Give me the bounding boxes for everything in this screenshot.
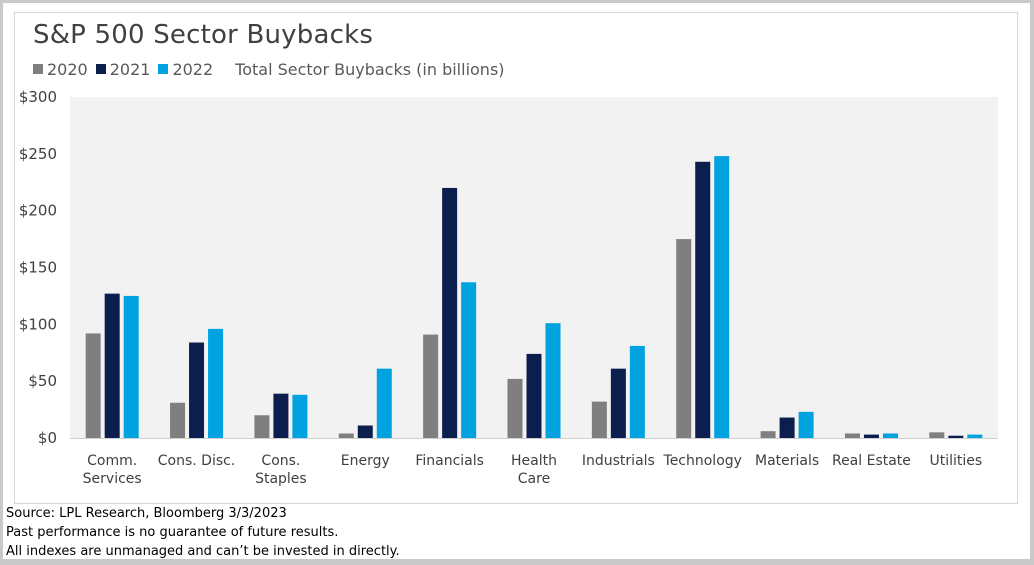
bar-2022 [714, 156, 730, 438]
bar-2020 [85, 333, 101, 438]
y-tick-label: $150 [19, 259, 57, 277]
bar-2021 [273, 393, 289, 438]
bar-2021 [104, 293, 120, 438]
bar-2022 [461, 282, 477, 438]
bar-2022 [798, 411, 814, 438]
bar-2022 [545, 323, 561, 438]
x-tick-label: Materials [755, 453, 819, 469]
x-tick-label: Financials [415, 453, 484, 469]
bar-2021 [863, 434, 879, 438]
x-tick-label: Cons. Disc. [158, 453, 236, 469]
y-tick-label: $250 [19, 145, 57, 163]
bar-2021 [526, 353, 542, 438]
bar-2020 [844, 433, 860, 438]
bar-2020 [338, 433, 354, 438]
bar-2020 [760, 431, 776, 438]
source-note: Source: LPL Research, Bloomberg 3/3/2023 [6, 506, 287, 521]
y-tick-label: $100 [19, 315, 57, 333]
chart-subtitle: Total Sector Buybacks (in billions) [235, 59, 505, 79]
bar-2021 [779, 417, 795, 438]
x-tick-label: Energy [341, 453, 390, 469]
bar-2022 [967, 434, 983, 438]
x-tick-label: Comm. Services [83, 453, 142, 487]
y-tick-label: $200 [19, 202, 57, 220]
x-tick-label: Technology [663, 453, 742, 469]
bar-2020 [591, 401, 607, 438]
disclaimer-note: Past performance is no guarantee of futu… [6, 525, 339, 540]
bar-2022 [123, 295, 139, 438]
y-tick-label: $300 [19, 88, 57, 106]
legend-label-2020: 2020 [47, 59, 88, 79]
legend-label-2021: 2021 [109, 59, 151, 79]
bar-2022 [376, 368, 392, 438]
bar-2021 [695, 161, 711, 439]
legend: 2020 2021 2022 Total Sector Buybacks (in… [33, 59, 505, 79]
legend-item-2022: 2022 [158, 60, 213, 79]
bar-chart: $0 $50 $100 $150 $200 $250 $300 Comm. Services Co… [19, 88, 998, 487]
bar-2020 [170, 402, 186, 438]
footnotes: Source: LPL Research, Bloomberg 3/3/2023… [6, 504, 400, 561]
bar-2020 [507, 378, 523, 438]
x-tick-label: Cons. Staples [255, 453, 307, 487]
bar-2021 [610, 368, 626, 438]
legend-swatch-2020 [33, 64, 43, 74]
bar-2022 [629, 345, 645, 438]
bar-2021 [442, 187, 458, 438]
y-tick-label: $50 [28, 372, 57, 390]
x-tick-label: Real Estate [832, 453, 911, 469]
bar-2021 [948, 435, 964, 438]
bar-2020 [929, 432, 945, 438]
bar-2020 [254, 415, 270, 438]
legend-swatch-2022 [158, 64, 169, 74]
legend-swatch-2021 [95, 64, 106, 74]
x-tick-label: Health Care [511, 453, 557, 487]
bar-2020 [423, 334, 439, 438]
bar-2022 [882, 433, 898, 438]
bar-2021 [357, 425, 373, 438]
legend-label-2022: 2022 [172, 59, 214, 79]
bar-2021 [189, 342, 205, 438]
chart-title: S&P 500 Sector Buybacks [33, 20, 374, 50]
x-tick-label: Industrials [582, 453, 655, 469]
bar-2022 [292, 394, 308, 438]
x-tick-label: Utilities [929, 453, 982, 469]
bar-2020 [676, 239, 692, 438]
indexes-note: All indexes are unmanaged and can’t be i… [6, 544, 400, 559]
legend-item-2021: 2021 [95, 59, 151, 79]
bar-2022 [208, 328, 224, 438]
legend-item-2020: 2020 [33, 60, 88, 79]
y-tick-label: $0 [38, 429, 57, 447]
